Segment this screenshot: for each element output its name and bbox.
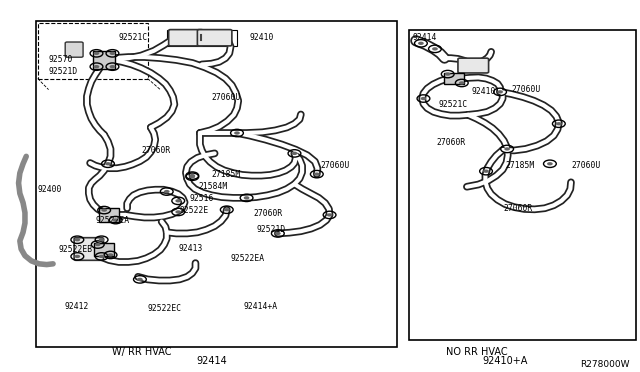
Circle shape (113, 218, 118, 222)
Text: 92400: 92400 (38, 185, 62, 194)
Circle shape (99, 238, 104, 241)
Circle shape (93, 65, 99, 68)
Circle shape (99, 255, 104, 258)
Circle shape (74, 255, 80, 258)
Circle shape (108, 253, 113, 257)
Text: 92521C: 92521C (438, 100, 467, 109)
Text: 27060R: 27060R (504, 204, 533, 213)
Circle shape (418, 42, 424, 45)
Text: R278000W: R278000W (580, 360, 630, 369)
Circle shape (175, 199, 181, 202)
Circle shape (101, 208, 107, 212)
FancyBboxPatch shape (197, 30, 232, 46)
FancyBboxPatch shape (93, 51, 115, 68)
Circle shape (432, 47, 438, 51)
Circle shape (93, 52, 99, 55)
Circle shape (326, 213, 332, 217)
Circle shape (109, 65, 115, 68)
Text: 92516: 92516 (189, 195, 214, 203)
Text: 27060U: 27060U (571, 161, 600, 170)
Circle shape (189, 175, 195, 179)
Text: 21584M: 21584M (198, 182, 228, 191)
Text: 27185M: 27185M (211, 170, 241, 179)
Text: 92414: 92414 (413, 33, 437, 42)
Text: 92522EA: 92522EA (230, 254, 265, 263)
FancyBboxPatch shape (94, 243, 115, 256)
Text: 92521D: 92521D (49, 67, 78, 76)
Text: 92522E: 92522E (179, 206, 209, 215)
Circle shape (497, 90, 503, 93)
Circle shape (109, 52, 115, 55)
Text: NO RR HVAC: NO RR HVAC (447, 347, 508, 357)
Text: 92414: 92414 (196, 356, 227, 366)
Circle shape (95, 243, 100, 246)
Circle shape (547, 162, 553, 166)
Circle shape (420, 97, 426, 100)
FancyBboxPatch shape (444, 73, 465, 84)
Circle shape (105, 162, 111, 166)
Circle shape (137, 278, 143, 281)
Circle shape (314, 173, 320, 176)
Circle shape (445, 73, 451, 76)
Circle shape (164, 190, 170, 193)
Circle shape (224, 208, 230, 211)
Text: 92410: 92410 (250, 33, 274, 42)
Text: W/ RR HVAC: W/ RR HVAC (113, 347, 172, 357)
Circle shape (275, 232, 281, 235)
Circle shape (234, 131, 240, 135)
Text: 27060U: 27060U (320, 161, 349, 170)
Circle shape (459, 81, 465, 85)
Circle shape (189, 174, 195, 177)
Text: 27060U: 27060U (511, 85, 541, 94)
Text: 92414+A: 92414+A (243, 302, 278, 311)
Circle shape (483, 170, 489, 173)
Circle shape (292, 152, 298, 155)
Text: 27060U: 27060U (211, 93, 241, 102)
Circle shape (504, 147, 510, 151)
Text: 27060R: 27060R (437, 138, 466, 147)
Text: 27060R: 27060R (253, 209, 282, 218)
Text: 27185M: 27185M (505, 161, 534, 170)
Text: 92522EB: 92522EB (58, 244, 92, 253)
Text: 92521D: 92521D (256, 225, 285, 234)
Circle shape (175, 210, 181, 214)
Text: 92412: 92412 (65, 302, 89, 311)
Text: 92413: 92413 (178, 244, 203, 253)
Text: 92570: 92570 (49, 55, 73, 64)
Circle shape (244, 196, 250, 199)
FancyBboxPatch shape (65, 42, 83, 57)
Text: 92522EA: 92522EA (95, 217, 129, 225)
Circle shape (556, 122, 562, 125)
FancyBboxPatch shape (458, 58, 488, 73)
Text: 92521C: 92521C (119, 33, 148, 42)
Text: 92410: 92410 (472, 87, 497, 96)
FancyBboxPatch shape (99, 208, 120, 222)
FancyBboxPatch shape (169, 30, 203, 46)
Circle shape (74, 238, 80, 241)
Text: 92410+A: 92410+A (483, 356, 528, 366)
Text: 27060R: 27060R (141, 146, 170, 155)
Text: 92522EC: 92522EC (148, 304, 182, 313)
FancyBboxPatch shape (74, 238, 104, 260)
